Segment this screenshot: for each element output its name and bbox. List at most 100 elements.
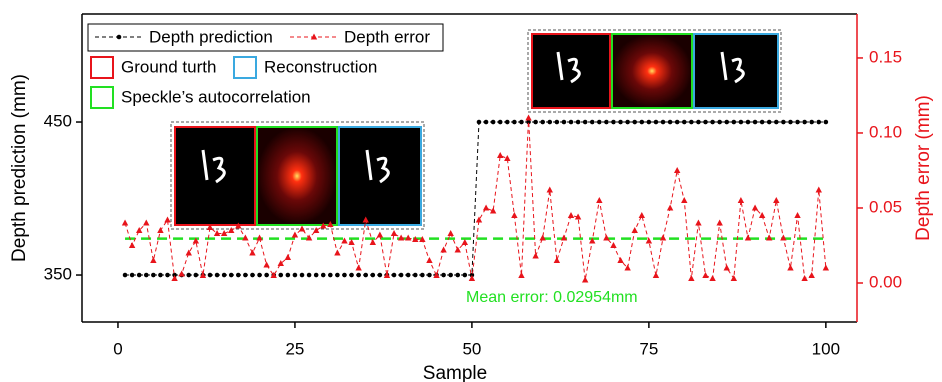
data-point (781, 120, 786, 125)
data-point (228, 227, 234, 233)
data-point (511, 212, 517, 218)
data-point (639, 212, 645, 218)
data-point (391, 230, 397, 236)
x-tick-label: 0 (113, 339, 122, 358)
chart: Sample Depth prediction (mm) Depth error… (0, 0, 942, 382)
data-point (703, 120, 708, 125)
data-point (717, 120, 722, 125)
data-point (611, 120, 616, 125)
page: Sample Depth prediction (mm) Depth error… (0, 0, 942, 382)
y-tick-label: 350 (44, 265, 72, 284)
data-point (632, 120, 637, 125)
data-point (674, 167, 680, 173)
data-point (334, 249, 340, 255)
data-point (307, 273, 312, 278)
data-point (738, 197, 744, 203)
data-point (647, 120, 652, 125)
data-point (610, 242, 616, 248)
data-point (399, 273, 404, 278)
x-tick-label: 100 (812, 339, 840, 358)
data-point (278, 260, 284, 266)
data-point (569, 120, 574, 125)
data-point (447, 230, 453, 236)
data-point (505, 120, 510, 125)
data-point (463, 273, 468, 278)
data-point (689, 120, 694, 125)
data-point (590, 120, 595, 125)
data-point (653, 272, 659, 278)
data-point (795, 120, 800, 125)
data-point (702, 272, 708, 278)
data-point (123, 273, 128, 278)
data-point (688, 275, 694, 281)
data-point (498, 120, 503, 125)
data-point (661, 120, 666, 125)
data-point (709, 275, 715, 281)
data-point (222, 273, 227, 278)
y2-axis-title: Depth error (mm) (913, 95, 934, 241)
y2-tick-label: 0.10 (869, 122, 902, 141)
data-point (448, 273, 453, 278)
data-point (710, 120, 715, 125)
data-point (455, 273, 460, 278)
data-point (540, 120, 545, 125)
data-point (426, 257, 432, 263)
data-point (555, 120, 560, 125)
data-point (696, 120, 701, 125)
data-point (342, 273, 347, 278)
data-point (349, 273, 354, 278)
data-point (164, 216, 170, 222)
data-point (632, 227, 638, 233)
data-point (144, 273, 149, 278)
data-point (823, 264, 829, 270)
data-point (809, 120, 814, 125)
data-point (150, 257, 156, 263)
y2-tick-label: 0.05 (869, 197, 902, 216)
data-point (151, 273, 156, 278)
data-point (554, 257, 560, 263)
data-point (787, 264, 793, 270)
data-point (477, 120, 482, 125)
data-point (122, 219, 128, 225)
data-point (746, 120, 751, 125)
data-point (293, 273, 298, 278)
data-point (753, 120, 758, 125)
data-point (278, 273, 283, 278)
data-point (313, 227, 319, 233)
frame-legend-swatch (91, 87, 113, 108)
data-point (801, 275, 807, 281)
data-point (378, 273, 383, 278)
data-point (321, 273, 326, 278)
data-point (243, 273, 248, 278)
data-point (808, 272, 814, 278)
data-point (186, 273, 191, 278)
data-point (568, 212, 574, 218)
data-point (484, 120, 489, 125)
data-point (335, 273, 340, 278)
data-point (292, 231, 298, 237)
data-point (300, 273, 305, 278)
data-point (194, 273, 199, 278)
data-point (667, 204, 673, 210)
data-point (604, 120, 609, 125)
data-point (171, 275, 177, 281)
data-point (547, 120, 552, 125)
data-point (263, 261, 269, 267)
data-point (668, 120, 673, 125)
data-point (392, 273, 397, 278)
data-point (264, 273, 269, 278)
data-point (427, 273, 432, 278)
data-point (476, 216, 482, 222)
data-point (215, 273, 220, 278)
data-point (583, 120, 588, 125)
data-point (675, 120, 680, 125)
data-point (249, 249, 255, 255)
y-tick-label: 450 (44, 112, 72, 131)
data-point (285, 254, 291, 260)
data-point (695, 219, 701, 225)
frame-legend-swatch (234, 57, 256, 78)
legend-label: Depth error (344, 27, 430, 46)
data-point (129, 242, 135, 248)
data-point (547, 186, 553, 192)
data-point (724, 120, 729, 125)
